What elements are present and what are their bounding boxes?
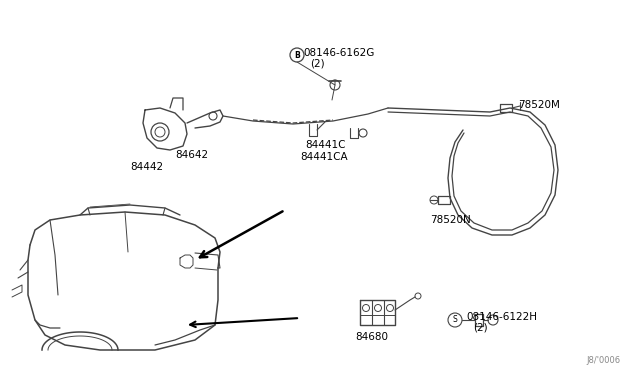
Text: 84442: 84442 bbox=[130, 162, 163, 172]
Text: 84441CA: 84441CA bbox=[300, 152, 348, 162]
Text: 78520M: 78520M bbox=[518, 100, 560, 110]
Text: (2): (2) bbox=[473, 323, 488, 333]
Text: 84680: 84680 bbox=[355, 332, 388, 342]
Text: B: B bbox=[294, 51, 300, 60]
Text: 84441C: 84441C bbox=[305, 140, 346, 150]
Text: 78520N: 78520N bbox=[430, 215, 471, 225]
Text: (2): (2) bbox=[310, 58, 324, 68]
Text: 08146-6122H: 08146-6122H bbox=[466, 312, 537, 322]
Text: 84642: 84642 bbox=[175, 150, 208, 160]
Text: 08146-6162G: 08146-6162G bbox=[303, 48, 374, 58]
Text: S: S bbox=[452, 315, 458, 324]
Text: J8/'0006: J8/'0006 bbox=[586, 356, 620, 365]
